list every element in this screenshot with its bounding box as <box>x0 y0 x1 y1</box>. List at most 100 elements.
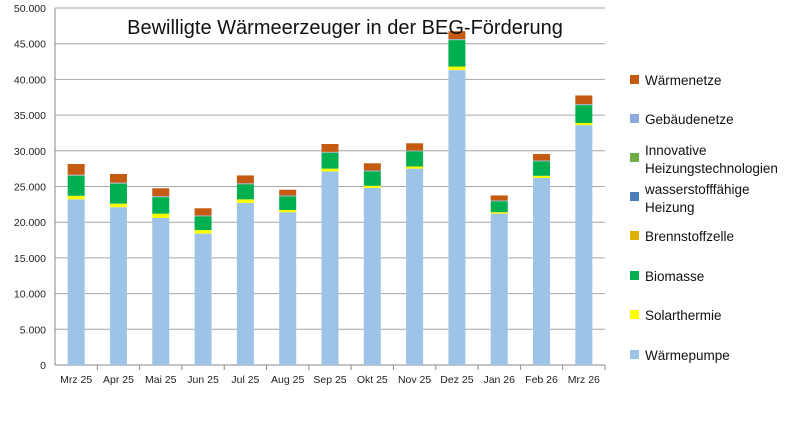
bar-segment <box>363 163 381 171</box>
bar-segment <box>194 230 212 234</box>
bar-segment <box>406 166 424 169</box>
bar-segment <box>575 125 593 365</box>
y-tick-label: 40.000 <box>14 74 46 86</box>
x-tick-label: Nov 25 <box>398 374 431 386</box>
bar-segment <box>533 161 551 176</box>
y-tick-label: 20.000 <box>14 217 46 229</box>
y-tick-label: 5.000 <box>20 324 46 336</box>
bar-segment <box>363 185 381 188</box>
x-axis: Mrz 25 Apr 25 Mai 25 Jun 25 Jul 25 Aug 25 Sep … <box>60 365 606 386</box>
y-tick-label: 45.000 <box>14 39 46 51</box>
x-tick-label: Feb 26 <box>525 374 558 386</box>
bar-segment <box>194 208 212 216</box>
bar-segment <box>363 170 381 172</box>
y-tick-label: 25.000 <box>14 182 46 194</box>
legend-label-cont: Heizung <box>645 200 695 215</box>
bar-segment <box>406 150 424 152</box>
x-tick-label: Mrz 25 <box>60 374 92 386</box>
bar-segment <box>279 196 297 211</box>
y-tick-label: 10.000 <box>14 289 46 301</box>
bar-segment <box>533 177 551 365</box>
bar-segment <box>152 217 170 365</box>
bar-segment <box>236 184 254 200</box>
bar-segment <box>448 70 466 366</box>
bar-segment <box>236 199 254 203</box>
bar-segment <box>279 212 297 365</box>
bar-segment <box>448 31 466 40</box>
bar-segment <box>109 203 127 208</box>
bar-segment <box>363 187 381 365</box>
bar-segment <box>406 168 424 365</box>
legend-swatch <box>630 75 639 84</box>
x-tick-label: Okt 25 <box>357 374 388 386</box>
bar-segment <box>448 39 466 40</box>
bar-segment <box>67 164 85 175</box>
bar-segment <box>152 188 170 197</box>
bar-segment <box>533 160 551 162</box>
bar-segment <box>321 151 339 153</box>
bar-segment <box>575 122 593 126</box>
legend-label: Brennstoffzelle <box>645 229 734 244</box>
legend-swatch <box>630 310 639 319</box>
y-tick-label: 15.000 <box>14 253 46 265</box>
bar-segment <box>575 105 593 123</box>
y-tick-label: 35.000 <box>14 110 46 122</box>
x-tick-label: Dez 25 <box>440 374 473 386</box>
legend-label-cont: Heizungstechnologien <box>645 161 778 176</box>
bar-segment <box>321 144 339 152</box>
bar-segment <box>67 199 85 365</box>
bar-segment <box>109 182 127 184</box>
bar-segment <box>448 40 466 67</box>
legend-swatch <box>630 231 639 240</box>
bar-segment <box>279 210 297 213</box>
bar-segment <box>109 174 127 183</box>
legend-label: Innovative <box>645 143 707 158</box>
x-tick-label: Aug 25 <box>271 374 304 386</box>
x-tick-label: Mrz 26 <box>568 374 600 386</box>
bar-segment <box>406 143 424 151</box>
bar-segment <box>279 195 297 197</box>
x-tick-label: Apr 25 <box>103 374 134 386</box>
chart-title: Bewilligte Wärmeerzeuger in der BEG-Förd… <box>127 17 563 39</box>
x-tick-label: Jan 26 <box>483 374 515 386</box>
legend-swatch <box>630 271 639 280</box>
y-tick-label: 30.000 <box>14 146 46 158</box>
bar-segment <box>109 183 127 204</box>
bar-segment <box>321 168 339 172</box>
bar-segment <box>406 151 424 167</box>
bar-segment <box>194 215 212 217</box>
bar-segment <box>109 207 127 365</box>
bar-segment <box>575 104 593 105</box>
legend-swatch <box>630 153 639 162</box>
bar-segment <box>533 154 551 161</box>
legend-label: Wärmenetze <box>645 73 722 88</box>
bar-segment <box>575 95 593 105</box>
bars <box>67 31 593 366</box>
bar-segment <box>490 213 508 365</box>
y-axis: 0 5.000 10.000 15.000 20.000 25.000 30.000 35.0… <box>14 3 56 372</box>
legend-label: Biomasse <box>645 269 704 284</box>
legend: Wärmenetze Gebäudenetze Innovative Heizungs… <box>630 73 778 363</box>
legend-label: wasserstofffähige <box>644 182 750 197</box>
bar-segment <box>236 175 254 184</box>
bar-segment <box>279 189 297 196</box>
y-tick-label: 50.000 <box>14 3 46 15</box>
x-tick-label: Jul 25 <box>231 374 259 386</box>
bar-segment <box>194 233 212 365</box>
bar-segment <box>152 196 170 197</box>
legend-swatch <box>630 114 639 123</box>
bar-segment <box>490 201 508 213</box>
legend-swatch <box>630 350 639 359</box>
bar-segment <box>490 212 508 214</box>
x-tick-label: Jun 25 <box>187 374 219 386</box>
legend-label: Gebäudenetze <box>645 112 734 127</box>
bar-segment <box>236 183 254 185</box>
bar-segment <box>236 202 254 365</box>
bar-segment <box>67 175 85 196</box>
y-tick-label: 0 <box>40 360 46 372</box>
bar-segment <box>490 200 508 202</box>
bar-segment <box>67 195 85 200</box>
x-tick-label: Mai 25 <box>145 374 177 386</box>
bar-segment <box>321 171 339 365</box>
